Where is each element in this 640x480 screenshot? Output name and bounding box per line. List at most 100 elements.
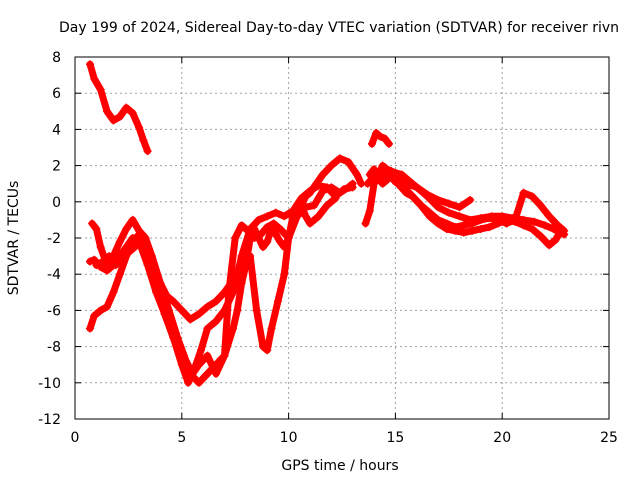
data-point — [305, 219, 314, 228]
data-point — [384, 139, 393, 148]
data-point — [271, 230, 280, 239]
data-point — [98, 257, 107, 266]
data-point — [402, 179, 411, 188]
data-point — [372, 129, 381, 138]
data-point — [246, 234, 255, 242]
data-point — [169, 297, 178, 306]
data-point — [109, 288, 118, 297]
data-point — [203, 369, 212, 378]
data-point — [211, 317, 220, 326]
data-point — [105, 252, 114, 261]
y-tick-label: 2 — [52, 159, 61, 175]
data-point — [425, 208, 434, 217]
data-point — [444, 199, 453, 208]
y-tick-label: -12 — [38, 412, 61, 428]
data-point — [455, 212, 464, 221]
data-point — [528, 192, 537, 201]
data-point — [301, 212, 310, 221]
data-point — [190, 364, 199, 373]
data-point — [237, 279, 246, 288]
data-point — [288, 212, 297, 221]
data-point — [90, 311, 99, 320]
data-point — [122, 103, 131, 112]
data-point — [551, 235, 560, 244]
data-point — [444, 208, 453, 217]
data-point — [340, 185, 349, 194]
series-trace-4 — [85, 194, 340, 387]
data-point — [485, 214, 494, 223]
data-point — [553, 221, 562, 230]
x-tick-label: 10 — [280, 430, 298, 446]
data-point — [276, 224, 285, 233]
data-point — [293, 206, 302, 215]
data-point — [139, 136, 148, 145]
data-point — [363, 179, 372, 188]
y-tick-label: -8 — [47, 340, 61, 356]
data-point — [197, 346, 206, 355]
data-point — [254, 234, 263, 242]
axis-ticks: 0 5 10 15 20 25 -12 -10 -8 -6 -4 -2 0 2 4 6 8 — [38, 50, 618, 446]
data-point — [220, 351, 229, 360]
data-point — [318, 170, 327, 179]
data-point — [156, 279, 165, 288]
data-point — [417, 201, 426, 210]
data-point — [323, 183, 332, 192]
y-tick-label: -2 — [47, 231, 61, 247]
y-tick-label: -10 — [38, 376, 61, 392]
data-point — [226, 279, 235, 288]
grid-lines — [75, 57, 609, 419]
data-point — [150, 261, 159, 270]
data-point — [85, 257, 94, 266]
data-point — [263, 212, 272, 221]
data-point — [90, 74, 99, 83]
data-point — [466, 195, 475, 204]
data-point — [314, 212, 323, 221]
data-point — [203, 324, 212, 333]
data-point — [530, 217, 539, 226]
data-point — [476, 215, 485, 224]
series-trace-10 — [391, 172, 475, 212]
y-tick-label: -4 — [47, 267, 61, 283]
data-point — [536, 201, 545, 210]
data-point — [229, 324, 238, 333]
data-point — [135, 123, 144, 132]
data-point — [468, 226, 477, 235]
data-point — [459, 228, 468, 237]
series-trace-5 — [92, 154, 366, 355]
y-tick-label: 8 — [52, 50, 61, 66]
data-point — [162, 291, 171, 300]
data-point — [194, 378, 203, 387]
data-point — [442, 219, 451, 228]
data-point — [280, 212, 289, 221]
data-point — [382, 168, 391, 177]
data-point — [361, 219, 370, 228]
data-point — [280, 270, 289, 279]
data-point — [519, 188, 528, 197]
data-point — [233, 270, 242, 279]
series-trace-2 — [88, 179, 357, 378]
data-point — [528, 224, 537, 233]
data-point — [560, 226, 569, 235]
data-point — [301, 192, 310, 201]
y-tick-label: -6 — [47, 303, 61, 319]
data-point — [128, 109, 137, 118]
data-point — [263, 237, 272, 246]
data-point — [312, 179, 321, 188]
data-point — [511, 215, 520, 224]
data-point — [331, 194, 340, 203]
y-tick-label: 0 — [52, 195, 61, 211]
data-point — [252, 306, 261, 315]
data-point — [85, 60, 94, 69]
data-point — [305, 188, 314, 197]
series-line — [92, 154, 365, 354]
data-point — [335, 154, 344, 163]
data-point — [365, 170, 374, 179]
data-point — [211, 360, 220, 369]
data-point — [96, 85, 105, 94]
data-point — [271, 208, 280, 217]
data-point — [239, 261, 248, 270]
data-point — [378, 179, 387, 188]
data-point — [310, 201, 319, 210]
y-tick-label: 4 — [52, 122, 61, 138]
